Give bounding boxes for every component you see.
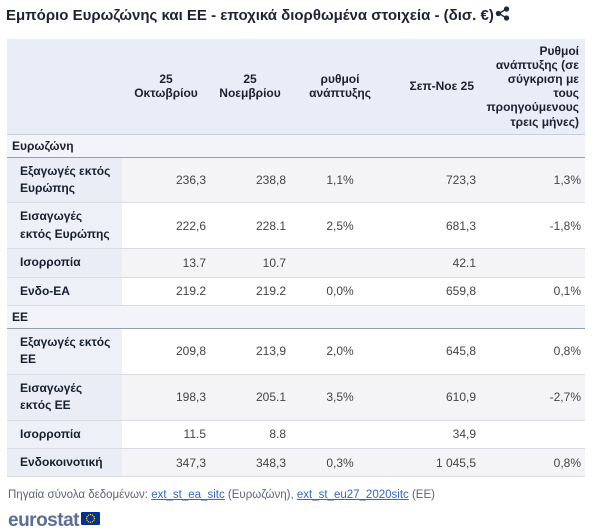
row-label: Ενδο-ΕΑ <box>7 277 122 307</box>
cell-value: 0,0% <box>290 277 390 307</box>
cell-value: 10.7 <box>210 248 290 278</box>
cell-value: 0,8% <box>480 448 585 478</box>
cell-value: 0,3% <box>290 448 390 478</box>
datasets-note-sep1: (Ευρωζώνη), <box>227 489 294 502</box>
cell-value: 723,3 <box>390 157 480 204</box>
table-row: Ισορροπία 11.5 8.8 34,9 <box>7 420 585 449</box>
dataset-link-ea[interactable]: ext_st_ea_sitc <box>151 489 225 502</box>
row-label: Ισορροπία <box>7 420 122 449</box>
cell-value: 236,3 <box>122 157 210 204</box>
row-label: Εισαγωγές εκτός Ευρώπης <box>7 202 122 250</box>
cell-value: 645,8 <box>390 328 480 375</box>
eu-flag-icon <box>80 512 100 530</box>
datasets-note: Πηγαία σύνολα δεδομένων: ext_st_ea_sitc … <box>8 489 593 501</box>
cell-value: 659,8 <box>390 277 480 307</box>
cell-value: 209,8 <box>122 328 210 375</box>
dataset-link-eu27[interactable]: ext_st_eu27_2020sitc <box>296 489 409 502</box>
section-label: Ευρωζώνη <box>7 133 585 158</box>
cell-value: 347,3 <box>122 448 210 478</box>
cell-value: 228.1 <box>210 202 290 250</box>
page-title: Εμπόριο Ευρωζώνης και ΕΕ - εποχικά διορθ… <box>6 7 494 24</box>
datasets-note-sep2: (ΕΕ) <box>411 489 435 502</box>
cell-value: -1,8% <box>480 202 585 250</box>
table-row: Ενδο-ΕΑ 219.2 219.2 0,0% 659,8 0,1% <box>7 277 585 307</box>
cell-value: 0,8% <box>480 328 585 375</box>
table-row: Εισαγωγές εκτός Ευρώπης 222,6 228.1 2,5% 681… <box>7 202 585 250</box>
column-header: 25 Νοεμβρίου <box>210 38 290 135</box>
cell-value: 205.1 <box>210 374 290 421</box>
eurostat-logo[interactable]: eurostat <box>8 510 128 530</box>
cell-value: 2,0% <box>290 328 390 375</box>
row-label: Ενδοκοινοτική <box>7 448 122 478</box>
section-row: Ευρωζώνη <box>7 133 585 158</box>
table-row: Ισορροπία 13.7 10.7 42.1 <box>7 248 585 278</box>
cell-value: -2,7% <box>480 374 585 421</box>
cell-value: 8.8 <box>210 420 290 449</box>
column-header: ρυθμοί ανάπτυξης <box>290 38 390 135</box>
cell-value: 348,3 <box>210 448 290 478</box>
datasets-note-prefix: Πηγαία σύνολα δεδομένων: <box>8 489 148 502</box>
column-header: Ρυθμοί ανάπτυξης (σε σύγκριση με τους πρ… <box>480 38 585 135</box>
cell-value: 1,3% <box>480 157 585 204</box>
cell-value: 34,9 <box>390 420 480 449</box>
cell-value: 681,3 <box>390 202 480 250</box>
cell-value <box>290 420 390 449</box>
table-row: Εξαγωγές εκτός Ευρώπης 236,3 238,8 1,1% 723,… <box>7 157 585 204</box>
cell-value: 3,5% <box>290 374 390 421</box>
cell-value: 213,9 <box>210 328 290 375</box>
column-header: 25 Οκτωβρίου <box>122 38 210 135</box>
cell-value: 238,8 <box>210 157 290 204</box>
header-row: 25 Οκτωβρίου 25 Νοεμβρίου ρυθμοί ανάπτυξης… <box>7 38 585 135</box>
cell-value <box>290 248 390 278</box>
cell-value: 0,1% <box>480 277 585 307</box>
cell-value <box>480 248 585 278</box>
table-row: Ενδοκοινοτική 347,3 348,3 0,3% 1 045,5 0,8% <box>7 448 585 478</box>
cell-value: 2,5% <box>290 202 390 250</box>
row-label: Ισορροπία <box>7 248 122 278</box>
cell-value <box>480 420 585 449</box>
table-body: Ευρωζώνη Εξαγωγές εκτός Ευρώπης 236,3 238,8… <box>7 133 585 478</box>
share-button[interactable] <box>494 4 510 21</box>
table-row: Εισαγωγές εκτός ΕΕ 198,3 205.1 3,5% 610,9 -2,… <box>7 374 585 421</box>
section-row: ΕΕ <box>7 305 585 330</box>
cell-value: 1,1% <box>290 157 390 204</box>
section-label: ΕΕ <box>7 305 585 330</box>
cell-value: 198,3 <box>122 374 210 421</box>
cell-value: 222,6 <box>122 202 210 250</box>
cell-value: 219.2 <box>210 277 290 307</box>
cell-value: 610,9 <box>390 374 480 421</box>
column-header: Σεπ-Νοε 25 <box>390 38 480 135</box>
cell-value: 1 045,5 <box>390 448 480 478</box>
column-header-empty <box>7 38 122 135</box>
eurostat-logo-text: eurostat <box>8 509 79 531</box>
title-row: Εμπόριο Ευρωζώνης και ΕΕ - εποχικά διορθ… <box>6 4 593 26</box>
table-row: Εξαγωγές εκτός ΕΕ 209,8 213,9 2,0% 645,8 0,8% <box>7 328 585 375</box>
row-label: Εξαγωγές εκτός ΕΕ <box>7 328 122 375</box>
share-icon <box>495 6 510 24</box>
row-label: Εξαγωγές εκτός Ευρώπης <box>7 157 122 204</box>
table-header: 25 Οκτωβρίου 25 Νοεμβρίου ρυθμοί ανάπτυξης… <box>7 38 585 135</box>
cell-value: 13.7 <box>122 248 210 278</box>
cell-value: 219.2 <box>122 277 210 307</box>
cell-value: 42.1 <box>390 248 480 278</box>
row-label: Εισαγωγές εκτός ΕΕ <box>7 374 122 421</box>
trade-table: 25 Οκτωβρίου 25 Νοεμβρίου ρυθμοί ανάπτυξης… <box>7 38 585 478</box>
cell-value: 11.5 <box>122 420 210 449</box>
